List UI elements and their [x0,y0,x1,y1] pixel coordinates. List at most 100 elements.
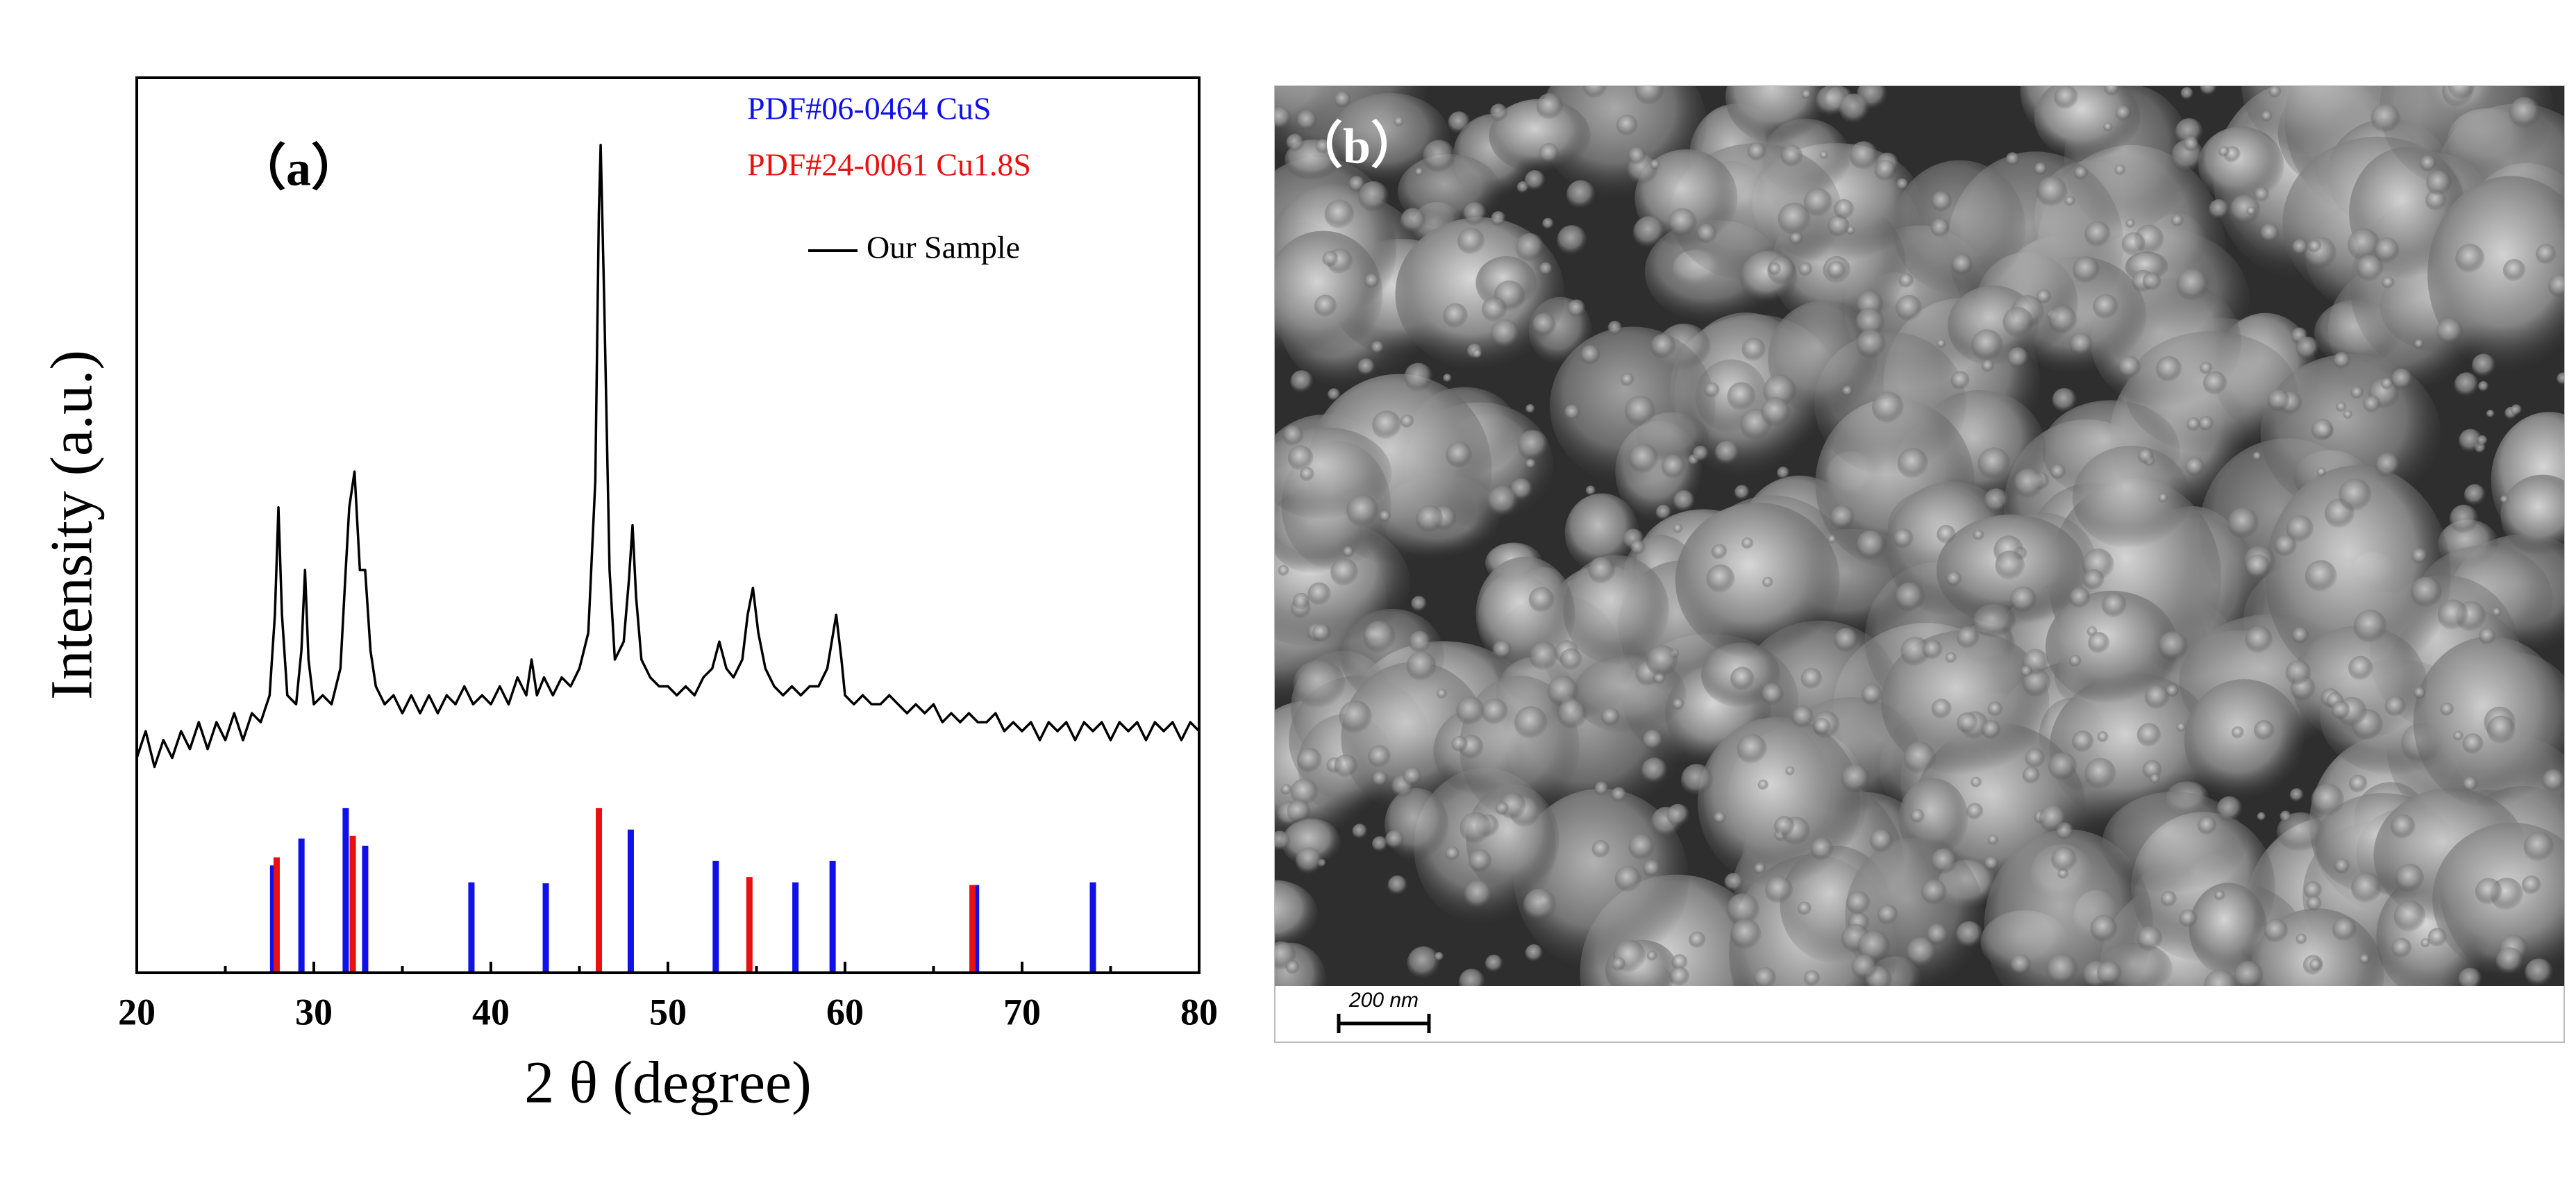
sem-grain [2114,164,2126,176]
sem-particle [1275,231,1383,358]
sem-grain [1955,921,1983,948]
sem-grain [2257,812,2266,821]
sem-grain [1803,187,1832,217]
sem-grain [1798,262,1813,277]
sem-grain [2458,967,2482,986]
sem-grain [1893,528,1914,549]
sem-grain [1937,524,1956,544]
sem-particle [1489,99,1591,174]
sem-grain [2136,723,2161,747]
x-tick-label: 60 [826,991,864,1032]
sem-grain [1287,799,1311,823]
sem-grain [1517,430,1549,461]
sem-panel: （b） 200 nm [1274,85,2565,1043]
sem-grain [1400,415,1414,428]
sem-grain [2158,492,2168,503]
sem-grain [2316,467,2327,477]
sem-grain [2375,452,2400,478]
sem-grain [1624,395,1656,427]
sem-grain [2184,136,2200,152]
sem-grain [1803,970,1821,986]
sem-grain [1487,485,1519,517]
sem-grain [2118,356,2141,379]
sem-grain [2391,937,2412,958]
sem-grain [2311,783,2344,817]
sem-grain [1372,771,1388,787]
sem-grain [2525,958,2554,986]
x-tick-label: 50 [649,991,687,1032]
sem-grain [2384,696,2406,717]
sem-grain [1856,328,1886,359]
sem-grain [1539,262,1553,276]
sem-grain [1614,866,1641,892]
sem-grain [1463,202,1487,226]
sem-grain [2274,534,2297,557]
sem-grain [1591,839,1610,858]
sem-grain [1780,144,1803,167]
sem-grain [1897,448,1928,479]
sem-grain [1588,556,1616,584]
sem-grain [2046,953,2078,986]
sem-grain [2014,468,2044,499]
sem-grain [1633,216,1666,249]
sem-grain [2336,401,2347,412]
sem-particle [1725,86,1828,144]
sem-grain [1403,767,1422,786]
sem-grain [1436,688,1448,699]
sem-grain [1327,388,1341,401]
sem-grain [2306,896,2322,912]
plot-frame [135,76,1201,974]
sem-grain [2455,244,2485,274]
sem-grain [1443,303,1468,328]
sem-grain [1489,103,1508,122]
sem-grain [1481,699,1508,725]
sem-grain [2039,805,2067,833]
sem-grain [1385,830,1405,850]
sem-grain [1334,91,1351,108]
sem-grain [1768,262,1782,276]
sem-grain [1778,202,1811,235]
sem-grain [2359,953,2370,964]
sem-grain [2332,917,2357,942]
sem-grain [1785,766,1795,776]
sem-grain [2231,726,2244,739]
sem-grain [1481,296,1507,322]
sem-grain [1416,505,1444,533]
sem-grain [2542,769,2564,792]
sem-grain [1930,218,1950,237]
sem-particle [2184,679,2304,801]
sem-grain [1529,641,1558,671]
sem-grain [1275,830,1291,852]
sem-grain [2427,928,2448,947]
sem-grain [1612,957,1626,971]
sem-grain [2449,504,2479,534]
sem-grain [1819,151,1828,160]
sem-grain [2523,831,2554,862]
sem-grain [2137,448,2154,465]
sem-grain [1726,893,1759,926]
sem-grain [2334,858,2350,874]
sem-grain [2370,103,2400,133]
sem-grain [1706,565,1735,594]
sem-grain [1813,717,1831,735]
sem-grain [1950,371,1970,390]
sem-grain [1642,729,1664,751]
sem-grain [1797,901,1812,916]
sem-grain [2339,478,2372,512]
sem-grain [2176,722,2186,733]
sem-grain [2289,788,2304,803]
sem-grain [2267,389,2290,412]
sem-grain [1704,382,1720,399]
sem-grain [1869,828,1893,853]
sem-grain [2436,317,2464,345]
sem-grain [2309,958,2323,971]
sem-grain [2218,146,2230,158]
scale-bar-label: 200 nm [1348,989,1419,1012]
x-tick-label: 20 [118,991,156,1032]
sem-grain [1364,273,1380,289]
sem-grain [1445,846,1460,861]
sem-grain [1406,651,1437,681]
sem-grain [1282,425,1304,446]
sem-grain [1525,944,1544,962]
sem-particle [2046,590,2178,703]
